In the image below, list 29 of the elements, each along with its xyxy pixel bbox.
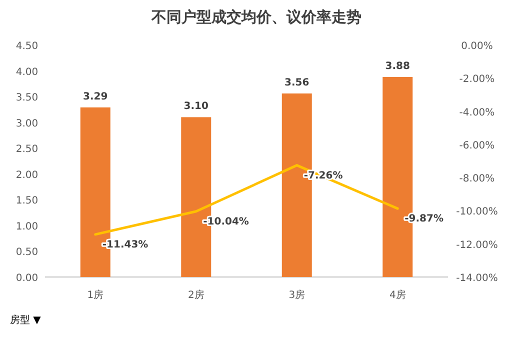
y2-tick-label: -12.00% <box>456 240 498 251</box>
y2-tick-label: -8.00% <box>459 174 495 185</box>
y2-tick-label: -2.00% <box>459 74 495 86</box>
data-label: 3.88 <box>385 60 410 72</box>
x-tick-label: 4房 <box>389 289 406 301</box>
y-tick-label: 4.50 <box>16 41 38 52</box>
y2-tick-label: -10.00% <box>456 206 498 218</box>
y2-tick-label: 0.00% <box>461 41 493 52</box>
x-tick-label: 2房 <box>188 289 204 301</box>
text: 房型 ▼ <box>10 314 42 326</box>
x-tick-label: 3房 <box>288 289 306 301</box>
y-tick-label: 4.00 <box>16 66 38 78</box>
data-label: 3.56 <box>284 77 310 88</box>
line-series <box>94 164 399 236</box>
y-tick-label: 2.00 <box>16 170 38 181</box>
y-tick-label: 3.50 <box>16 92 38 104</box>
y-tick-label: 1.50 <box>16 196 38 207</box>
data-label: 3.10 <box>184 101 208 112</box>
y2-tick-label: -14.00% <box>456 273 498 284</box>
y2-tick-label: -4.00% <box>459 107 495 118</box>
y-tick-label: 2.50 <box>16 144 38 156</box>
y-tick-label: 3.00 <box>16 118 38 130</box>
y2-tick-label: -6.00% <box>459 140 495 152</box>
data-label: 3.29 <box>83 91 108 102</box>
chart-title: 不同户型成交均价、议价率走势 <box>150 8 362 26</box>
x-tick-label: 1房 <box>87 289 104 301</box>
y-tick-label: 0.50 <box>16 247 38 258</box>
y-tick-label: 1.00 <box>16 221 38 232</box>
y-tick-label: 0.00 <box>16 273 38 284</box>
